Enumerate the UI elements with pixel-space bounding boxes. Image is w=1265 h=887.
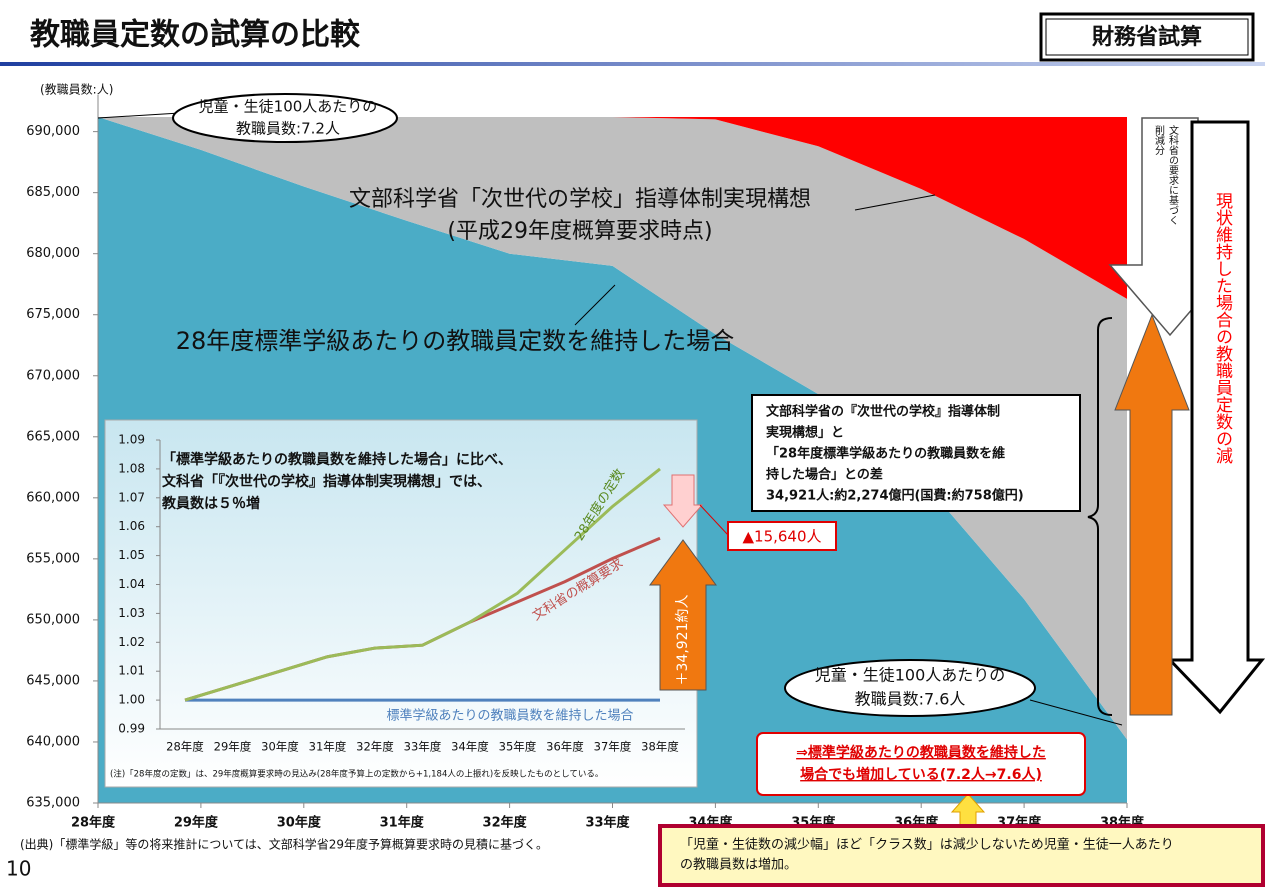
y-tick-label: 1.01 [118,664,145,678]
heading: 文科省「『次世代の学校』指導体制実現構想」では、 [162,473,491,490]
x-tick-label: 38年度 [641,740,679,754]
x-tick-label: 28年度 [166,740,204,754]
x-tick-label: 28年度 [71,815,116,831]
x-tick-label: 29年度 [214,740,252,754]
increase-text: 場合でも増加している(7.2人→7.6人) [800,766,1042,783]
start-pointer [97,112,181,119]
reduction-text: 文科省の要求に基づく [1167,124,1179,225]
source: (出典)「標準学級」等の将来推計については、文部科学省29年度予算概算要求時の見… [20,837,548,852]
difference-text: 持した場合」との差 [766,467,883,483]
increase-box [756,732,1086,796]
decrease-pointer [699,504,729,536]
badge-inner [1045,18,1249,56]
area [98,116,1127,299]
x-tick-label: 30年度 [277,815,322,831]
y-tick-label: 685,000 [26,185,80,200]
y-tick-label: 635,000 [26,796,80,811]
header-rule [0,62,1265,66]
x-tick-label: 36年度 [546,740,584,754]
explanation-text: の教職員数は増加。 [680,857,797,873]
increase-arrow [649,539,717,691]
explanation-text: 「児童・生徒数の減少幅」ほど「クラス数」は減少しないため児童・生徒一人あたり [680,837,1174,853]
x-tick-label: 30年度 [261,740,299,754]
x-tick-label: 32年度 [483,815,528,831]
end-callout [784,659,1036,717]
heading: 「標準学級あたりの教職員数を維持した場合」に比べ、 [162,451,512,468]
difference-text: 文部科学省の『次世代の学校』指導体制 [766,404,1000,420]
y-tick-label: 670,000 [26,368,80,383]
increase-arrow [1114,313,1190,716]
blue-pointer [574,284,616,326]
y-tick-label: 0.99 [118,722,145,736]
x-tick-label: 29年度 [174,815,219,831]
heading: 教員数は５％増 [162,495,260,512]
gray-pointer [854,194,936,211]
increase-label: ＋34,921約人 [675,595,691,686]
annotations: 文部科学省「次世代の学校」指導体制実現構想 (平成29年度概算要求時点) 28年度標… [176,98,1233,873]
y-tick-label: 1.07 [118,490,145,504]
y-tick-label: 1.03 [118,606,145,620]
callout-text: 教職員数:7.6人 [855,690,966,709]
callout-text: 教職員数:7.2人 [236,120,340,138]
callout-text: 児童・生徒100人あたりの [199,98,378,116]
start-callout [172,93,398,143]
y-tick-label: 675,000 [26,307,80,322]
y-tick-label: 1.04 [118,577,145,591]
x-tick-label: 35年度 [499,740,537,754]
y-tick-label: 690,000 [26,124,80,139]
inset-chart: 0.99 1.00 1.01 1.02 1.03 1.04 1.05 1.06 1.07 1.08… [104,419,837,788]
x-tick-label: 34年度 [451,740,489,754]
difference-box [751,394,1081,512]
series-label: 28年度標準学級あたりの教職員定数を維持した場合 [176,327,735,355]
badge-box [1039,12,1255,62]
y-tick-label: 1.08 [118,461,145,475]
inset-frame [104,419,698,788]
series-label: 標準学級あたりの教職員数を維持した場合 [386,708,633,724]
y-tick-label: 1.00 [118,693,145,707]
reduction-text: 削減分 [1153,124,1165,156]
y-tick-label: 650,000 [26,612,80,627]
y-tick-label: 1.06 [118,519,145,533]
end-pointer [1029,699,1123,726]
line [184,467,661,702]
y-tick-label: 655,000 [26,551,80,566]
y-tick-label: 640,000 [26,734,80,749]
y-tick-label: 1.02 [118,635,145,649]
series-label: 現状維持した場合の教職員定数の減 [1212,192,1233,464]
area [98,116,1127,740]
explanation-box [658,824,1265,887]
x-tick-label: 31年度 [380,815,425,831]
note: (注)「28年度の定数」は、29年度概算要求時の見込み(28年度予算上の定数から… [110,769,603,780]
page-number: 10 [6,857,31,881]
increase-text: ⇒標準学級あたりの教職員数を維持した [796,744,1046,761]
x-tick-label: 37年度 [594,740,632,754]
y-tick-label: 1.05 [118,548,145,562]
title: 教職員定数の試算の比較 [30,18,361,53]
decrease-arrow [662,474,704,528]
y-tick-label: 665,000 [26,429,80,444]
y-tick-label: 1.09 [118,433,145,447]
series-note: (平成29年度概算要求時点) [447,219,712,244]
y-tick-label: 660,000 [26,490,80,505]
decorations [97,112,1265,831]
difference-text: 「28年度標準学級あたりの教職員数を維 [766,446,1005,462]
difference-text: 実現構想」と [766,425,844,441]
callout-text: 児童・生徒100人あたりの [815,666,1006,685]
series-label: 文部科学省「次世代の学校」指導体制実現構想 [349,187,811,212]
badge: 財務省試算 [1092,24,1202,50]
difference-text: 34,921人:約2,274億円(国費:約758億円) [766,488,1024,504]
x-tick-label: 33年度 [585,815,630,831]
brace [1087,317,1113,716]
y-tick-label: 680,000 [26,246,80,261]
x-tick-label: 32年度 [356,740,394,754]
y-axis-label: (教職員数:人) [40,82,113,97]
decrease-label: ▲15,640人 [742,528,821,546]
decrease-box [727,521,837,551]
x-tick-label: 33年度 [404,740,442,754]
y-tick-label: 645,000 [26,673,80,688]
total-arrow [1166,120,1265,715]
x-tick-label: 31年度 [309,740,347,754]
